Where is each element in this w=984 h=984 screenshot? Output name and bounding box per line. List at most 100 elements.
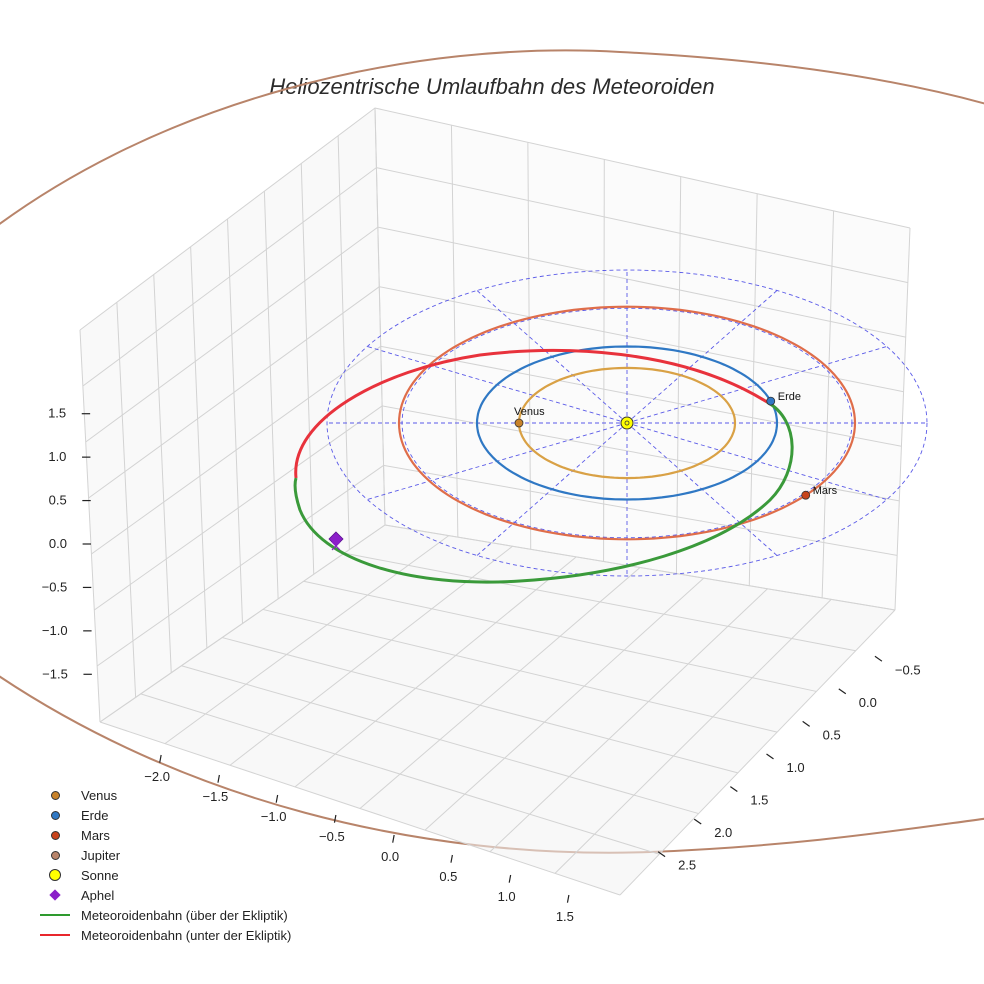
floor-grid-line-y <box>99 721 621 896</box>
legend-swatch <box>38 828 74 842</box>
legend-label: Sonne <box>81 867 119 883</box>
y-axis-tick-mark <box>802 720 810 727</box>
x-axis-tick-mark <box>566 894 570 903</box>
sun-marker <box>620 416 634 430</box>
horizontal-grid-line <box>82 167 909 387</box>
floor-grid-line-y <box>344 552 856 652</box>
floor-grid-line-x <box>424 577 705 831</box>
axis-panes <box>80 108 910 895</box>
legend-item: Venus <box>38 785 291 805</box>
legend-label: Venus <box>81 787 118 803</box>
legend-marker <box>51 811 60 820</box>
x-axis-tick-label: 1.0 <box>498 889 516 904</box>
venus-label: Venus <box>514 406 545 418</box>
z-axis-tick-label: −1.5 <box>42 666 68 681</box>
floor-grid-line-x <box>554 599 832 874</box>
y-axis-tick-label: −0.5 <box>895 662 921 677</box>
x-axis-tick-label: −0.5 <box>319 829 345 844</box>
y-axis-tick-mark <box>693 818 702 825</box>
legend-item: Aphel <box>38 885 291 905</box>
left-pane-vline <box>79 329 101 723</box>
legend-swatch <box>38 928 74 942</box>
x-axis-tick-mark <box>392 834 395 843</box>
y-axis-tick-mark <box>657 851 666 858</box>
left-pane <box>80 108 385 722</box>
x-axis-tick-label: −2.0 <box>144 769 170 784</box>
legend-label: Meteoroidenbahn (unter der Ekliptik) <box>81 927 292 943</box>
back-pane-vline <box>821 210 835 598</box>
left-pane-vline <box>116 302 137 698</box>
legend-label: Jupiter <box>81 847 121 863</box>
floor-grid-line-x <box>294 556 577 788</box>
y-axis-tick-label: 0.0 <box>859 695 877 710</box>
sun-marker-core <box>624 420 630 426</box>
erde-label: Erde <box>778 391 801 403</box>
horizontal-grid-line <box>96 464 898 667</box>
axis-ticks: 1.5 1.0 0.5 0.0 −0.5 −1.0 −1.5 −2.0 −1.5 −1.0 −0.5… <box>42 406 921 924</box>
z-axis-tick-label: 1.5 <box>48 406 66 421</box>
legend-swatch <box>38 908 74 922</box>
y-axis-tick-mark <box>730 786 738 792</box>
chart-legend: Venus Erde Mars Jupiter Sonne Aphel Meteoroide… <box>38 785 291 945</box>
y-axis-tick-label: 1.5 <box>750 793 768 808</box>
jupiter-orbit-upper <box>0 49 984 226</box>
back-pane-vline <box>450 125 459 538</box>
z-axis-tick-label: −0.5 <box>42 579 68 594</box>
reference-ring <box>326 269 928 577</box>
floor-grid-line-y <box>140 693 660 855</box>
legend-item: Sonne <box>38 865 291 885</box>
left-pane-vline <box>263 191 279 599</box>
left-pane-vline <box>227 218 243 624</box>
horizontal-grid-line <box>79 107 911 331</box>
back-pane-vline <box>603 159 605 562</box>
legend-label: Erde <box>81 807 109 823</box>
venus-marker <box>514 418 524 428</box>
left-pane-vline <box>337 135 350 550</box>
z-axis-tick-label: 0.0 <box>49 536 67 551</box>
floor-grid-line-y <box>262 608 778 733</box>
x-axis-tick-label: −1.5 <box>203 789 229 804</box>
x-axis-tick-mark <box>275 794 279 803</box>
floor-grid-line-y <box>181 665 699 815</box>
x-axis-tick-mark <box>450 854 453 863</box>
legend-marker <box>51 831 60 840</box>
y-axis-tick-label: 2.0 <box>714 825 732 840</box>
erde-marker <box>766 396 776 406</box>
x-axis-tick-label: 1.5 <box>556 909 574 924</box>
y-axis-tick-mark <box>838 688 847 695</box>
legend-item: Erde <box>38 805 291 825</box>
y-axis-tick-mark <box>874 655 883 662</box>
mars-label: Mars <box>813 485 838 497</box>
legend-swatch <box>38 888 74 902</box>
x-axis-tick-mark <box>508 874 512 883</box>
y-axis-tick-label: 0.5 <box>823 727 841 742</box>
legend-swatch <box>38 868 74 882</box>
legend-label: Aphel <box>81 887 115 903</box>
back-pane-vline <box>374 107 386 526</box>
legend-marker <box>49 889 61 901</box>
legend-label: Mars <box>81 827 110 843</box>
mars-marker <box>801 490 811 500</box>
y-axis-tick-label: 2.5 <box>678 858 696 873</box>
legend-marker <box>49 869 61 881</box>
erde-orbit <box>475 345 779 501</box>
left-pane-vline <box>300 163 315 575</box>
floor-grid-line-x <box>164 535 450 745</box>
floor-grid-line-y <box>222 637 738 774</box>
body-markers: Venus Erde Mars <box>328 391 838 551</box>
x-axis-tick-mark <box>217 774 220 783</box>
horizontal-grid-line <box>94 405 900 611</box>
legend-swatch <box>38 808 74 822</box>
floor-grid-line-x <box>619 609 896 896</box>
x-axis-tick-label: 0.5 <box>439 869 457 884</box>
horizontal-grid-line <box>91 345 902 555</box>
z-axis-tick-label: 0.5 <box>49 493 67 508</box>
meteoroid-orbit <box>293 348 794 584</box>
meteoroid-orbit-above <box>293 400 794 584</box>
x-axis-tick-label: −1.0 <box>261 809 287 824</box>
floor-grid-line-x <box>489 588 768 853</box>
z-axis-tick-label: −1.0 <box>42 623 68 638</box>
legend-item: Mars <box>38 825 291 845</box>
legend-item: Meteoroidenbahn (über der Ekliptik) <box>38 905 291 925</box>
